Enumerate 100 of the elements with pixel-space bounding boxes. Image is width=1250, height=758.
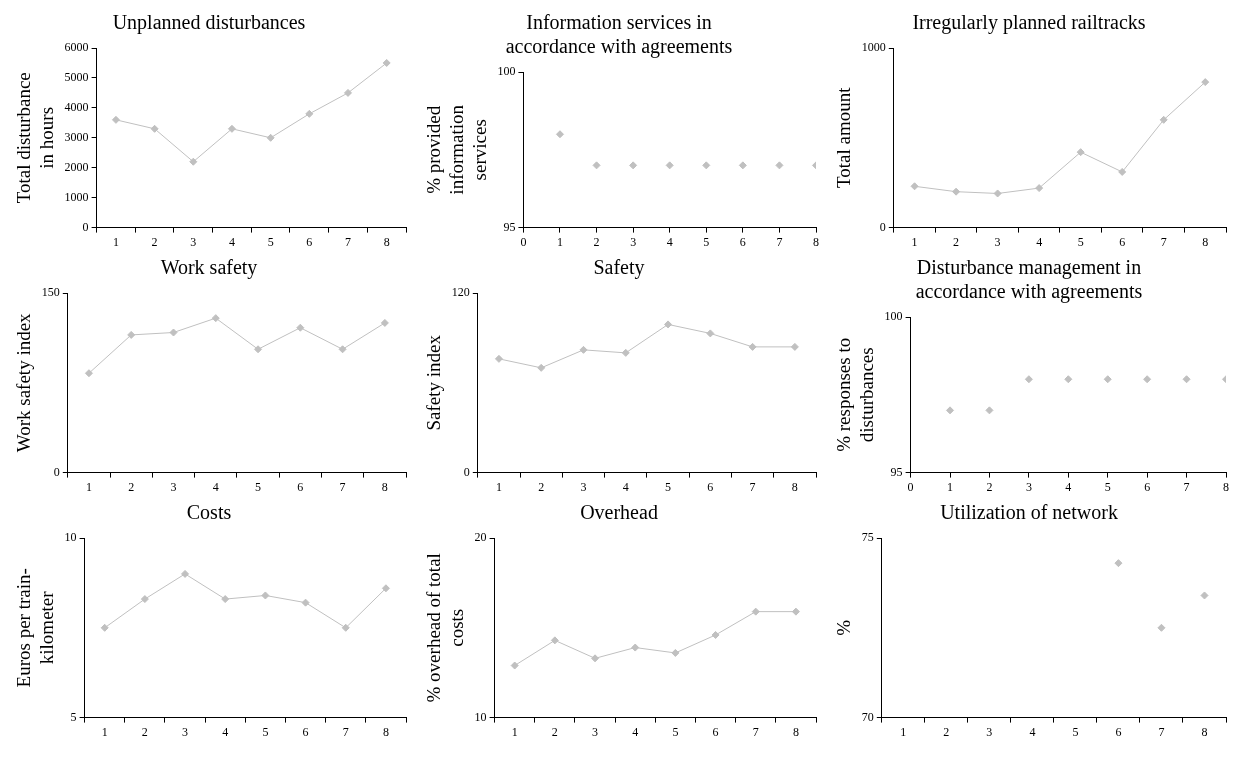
x-tick-label: 8 — [813, 234, 819, 249]
x-tick-label: 8 — [1223, 479, 1229, 494]
point — [1035, 184, 1044, 193]
x-tick-label: 6 — [1144, 479, 1151, 494]
x-tick-label: 8 — [1201, 724, 1208, 739]
x-tick-label: 3 — [1025, 479, 1032, 494]
point — [305, 109, 314, 118]
y-axis-title: % provided information services — [423, 104, 490, 195]
y-tick-label: 95 — [890, 464, 903, 479]
y-tick-label: 5000 — [64, 70, 89, 85]
point — [1157, 623, 1166, 632]
point — [140, 595, 149, 604]
x-tick-label: 2 — [538, 479, 545, 494]
point — [993, 189, 1002, 198]
x-tick-label: 6 — [306, 234, 313, 249]
x-tick-label: 5 — [703, 234, 710, 249]
x-tick-label: 3 — [986, 724, 993, 739]
point — [100, 623, 109, 632]
point — [1118, 167, 1127, 176]
x-tick-label: 2 — [593, 234, 600, 249]
chart-title: Costs — [186, 501, 232, 524]
chart-title: Safety — [593, 256, 645, 280]
x-tick-label: 8 — [382, 724, 389, 739]
x-tick-label: 3 — [182, 724, 189, 739]
point — [1159, 115, 1168, 124]
x-tick-label: 2 — [551, 724, 558, 739]
point — [706, 329, 715, 338]
chart-title: Irregularly planned railtracks — [912, 11, 1146, 35]
y-axis-title: % responses to disturbances — [833, 337, 878, 452]
point — [790, 342, 799, 351]
x-tick-label: 5 — [255, 479, 262, 494]
x-tick-label: 4 — [622, 479, 629, 494]
x-tick-label: 1 — [101, 724, 108, 739]
x-tick-label: 5 — [1077, 234, 1084, 249]
y-tick-label: 2000 — [64, 159, 89, 174]
x-tick-label: 0 — [520, 234, 527, 249]
x-tick-label: 7 — [344, 234, 351, 249]
point — [711, 630, 720, 639]
x-tick-label: 2 — [141, 724, 148, 739]
y-tick-label: 10 — [474, 709, 487, 724]
x-tick-label: 5 — [1072, 724, 1079, 739]
y-tick-label: 5 — [70, 709, 77, 724]
x-tick-label: 6 — [297, 479, 304, 494]
point — [150, 124, 159, 133]
x-tick-label: 3 — [190, 234, 197, 249]
x-tick-label: 2 — [151, 234, 158, 249]
point — [254, 345, 263, 354]
x-tick-label: 5 — [267, 234, 274, 249]
point — [380, 318, 389, 327]
x-tick-label: 6 — [1115, 724, 1122, 739]
x-tick-label: 5 — [672, 724, 679, 739]
point — [343, 88, 352, 97]
y-tick-label: 0 — [879, 219, 886, 234]
x-tick-label: 5 — [1104, 479, 1111, 494]
x-tick-label: 7 — [776, 234, 783, 249]
x-tick-label: 6 — [707, 479, 714, 494]
point — [791, 607, 800, 616]
chart-title: Unplanned disturbances — [112, 11, 306, 35]
x-tick-label: 7 — [1183, 479, 1190, 494]
point — [181, 569, 190, 578]
point — [579, 345, 588, 354]
x-tick-label: 4 — [1065, 479, 1072, 494]
x-tick-label: 1 — [911, 234, 918, 249]
x-tick-label: 7 — [749, 479, 756, 494]
x-tick-label: 8 — [1202, 234, 1209, 249]
x-tick-label: 4 — [1036, 234, 1043, 249]
x-tick-label: 8 — [791, 479, 798, 494]
x-tick-label: 5 — [262, 724, 269, 739]
point — [1114, 559, 1123, 568]
point — [296, 323, 305, 332]
y-axis-title: Total amount — [833, 86, 855, 189]
chart-title: Disturbance management in accordance with agreements — [915, 256, 1143, 304]
y-tick-label: 6000 — [64, 40, 89, 55]
y-axis-title: Total disturbance in hours — [13, 72, 58, 204]
point — [494, 354, 503, 363]
point — [382, 58, 391, 67]
point — [127, 330, 136, 339]
x-tick-label: 7 — [1160, 234, 1167, 249]
y-tick-label: 20 — [474, 530, 487, 545]
x-tick-label: 1 — [85, 479, 92, 494]
point — [550, 636, 559, 645]
y-tick-label: 120 — [451, 285, 470, 300]
chart-title: Overhead — [580, 501, 658, 524]
x-tick-label: 4 — [632, 724, 639, 739]
point — [169, 328, 178, 337]
point — [748, 342, 757, 351]
x-tick-label: 4 — [1029, 724, 1036, 739]
y-tick-label: 3000 — [64, 129, 89, 144]
x-tick-label: 0 — [907, 479, 914, 494]
point — [664, 320, 673, 329]
point — [751, 607, 760, 616]
x-tick-label: 5 — [665, 479, 672, 494]
y-tick-label: 70 — [861, 709, 874, 724]
x-tick-label: 3 — [592, 724, 599, 739]
x-tick-label: 7 — [1158, 724, 1165, 739]
x-tick-label: 6 — [712, 724, 719, 739]
x-tick-label: 2 — [986, 479, 993, 494]
x-tick-label: 8 — [792, 724, 799, 739]
y-axis-title: % — [833, 619, 855, 636]
x-tick-label: 3 — [580, 479, 587, 494]
